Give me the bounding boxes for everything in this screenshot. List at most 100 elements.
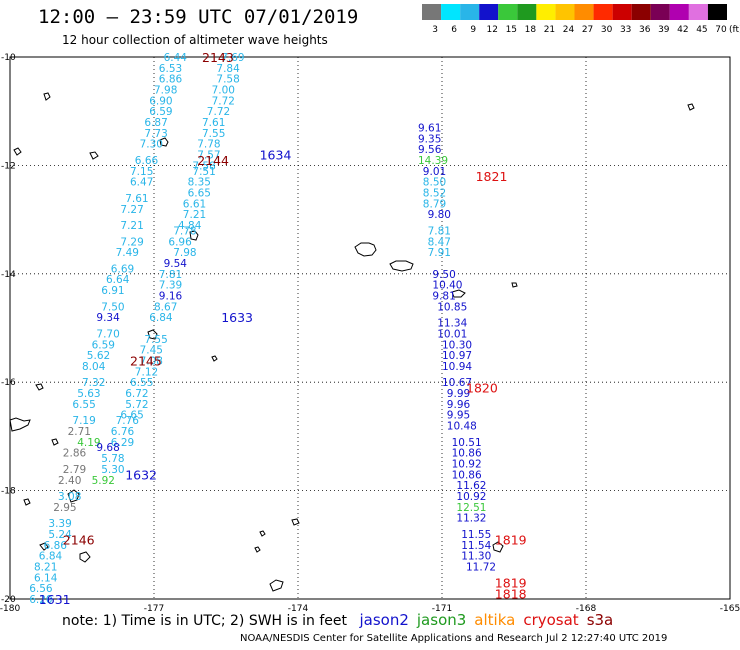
satellite-label: altika [474, 611, 516, 629]
pass-number-label: 1632 [125, 467, 157, 482]
wave-height-value: 7.78 [197, 139, 220, 151]
map-frame [9, 56, 731, 600]
lon-tick-label: -168 [576, 604, 597, 614]
wave-height-value: 6.20 [29, 594, 52, 606]
wave-height-value: 6.47 [130, 177, 153, 189]
wave-height-value: 7.19 [72, 415, 95, 427]
wave-height-value: 9.35 [418, 133, 441, 145]
island-outline [51, 438, 59, 446]
wave-height-value: 8.21 [34, 561, 57, 573]
wave-height-value: 6.55 [130, 377, 153, 389]
wave-height-value: 5.62 [87, 350, 110, 362]
island-outline [189, 230, 199, 241]
island-outline [43, 92, 51, 101]
wave-height-value: 8.35 [188, 177, 211, 189]
wave-height-value: 7.51 [192, 166, 215, 178]
wave-height-value: 8.67 [154, 301, 177, 313]
wave-height-observations: 6.44 7.69 6.53 7.84 6.86 7.58 7.98 7.00 6.90 7.72… [29, 52, 496, 606]
wave-height-value: 8.47 [428, 236, 451, 248]
legend-tick-label: 42 [677, 25, 688, 35]
wave-height-value: 7.55 [144, 334, 167, 346]
pass-number-label: 2145 [130, 354, 162, 369]
wave-height-value: 9.80 [428, 209, 451, 221]
wave-height-value: 7.30 [140, 139, 163, 151]
legend-unit: (ft) [729, 25, 740, 35]
legend-swatch [517, 4, 537, 20]
wave-height-value: 11.32 [456, 513, 486, 525]
pass-number-label: 1634 [260, 148, 292, 163]
lon-tick-label: -174 [288, 604, 309, 614]
island-outline [389, 260, 414, 272]
lat-lon-grid [10, 57, 730, 599]
wave-height-value: 6.64 [106, 274, 130, 286]
pass-number-label: 1819 [495, 532, 527, 547]
legend-swatch [612, 4, 632, 20]
lat-tick-label: -18 [1, 487, 16, 497]
pass-number-label: 2146 [63, 532, 95, 547]
wave-height-value: 11.55 [461, 529, 491, 541]
wave-height-value: 7.39 [159, 280, 182, 292]
wave-height-value: 6.56 [29, 583, 53, 595]
wave-height-value: 7.98 [173, 247, 196, 259]
legend-swatch [460, 4, 480, 20]
wave-height-value: 10.92 [456, 491, 486, 503]
wave-height-value: 10.48 [447, 421, 477, 433]
legend-swatch [555, 4, 575, 20]
wave-height-value: 7.58 [192, 160, 215, 172]
note-text: note: 1) Time is in UTC; 2) SWH is in fe… [62, 613, 348, 629]
page-title: 12:00 — 23:59 UTC 07/01/2019 [38, 6, 359, 28]
island-outline [39, 542, 49, 551]
wave-height-value: 9.68 [96, 442, 119, 454]
legend-swatch [669, 4, 689, 20]
pass-labels: 2143 2144 1634 1633 2145 1632 2146 1631 1821 1820… [39, 50, 527, 607]
wave-height-value: 7.57 [197, 150, 220, 162]
wave-height-value: 11.62 [456, 480, 486, 492]
wave-height-value: 6.59 [92, 339, 115, 351]
wave-height-value: 14.39 [418, 155, 448, 167]
wave-height-value: 6.59 [149, 106, 172, 118]
wave-height-value: 2.71 [68, 426, 91, 438]
wave-height-value: 7.45 [140, 345, 163, 357]
wave-height-value: 9.96 [447, 399, 471, 411]
wave-height-value: 10.86 [452, 448, 482, 460]
legend-swatch [707, 4, 727, 20]
satellite-label: s3a [586, 611, 614, 629]
wave-height-value: 3.08 [58, 491, 81, 503]
wave-height-value: 10.94 [442, 361, 472, 373]
wave-height-value: 5.24 [48, 529, 72, 541]
wave-height-value: 11.34 [437, 318, 467, 330]
legend-tick-label: 12 [487, 25, 498, 35]
wave-height-value: 6.96 [168, 236, 192, 248]
wave-height-value: 12.51 [456, 502, 486, 514]
legend-tick-label: 6 [451, 25, 457, 35]
legend-tick-label: 18 [525, 25, 537, 35]
island-outline [23, 498, 31, 506]
pass-number-label: 2144 [197, 153, 229, 168]
island-outline [67, 489, 80, 503]
wave-height-value: 7.08 [140, 356, 163, 368]
wave-height-value: 5.63 [77, 388, 100, 400]
wave-height-value: 7.69 [221, 52, 244, 64]
wave-height-value: 5.78 [101, 453, 124, 465]
wave-height-value: 6.90 [149, 95, 172, 107]
wave-height-value: 9.95 [447, 410, 470, 422]
wave-height-value: 7.12 [135, 366, 158, 378]
legend-swatch [574, 4, 594, 20]
wave-height-value: 6.69 [111, 263, 134, 275]
wave-height-value: 7.00 [212, 85, 235, 97]
wave-height-value: 10.97 [442, 350, 472, 362]
legend-swatch [498, 4, 518, 20]
wave-height-value: 9.81 [432, 290, 455, 302]
wave-height-value: 5.72 [125, 399, 148, 411]
wave-height-value: 7.72 [212, 95, 235, 107]
lon-tick-label: -180 [0, 604, 20, 614]
pass-number-label: 1631 [39, 592, 71, 607]
wave-height-value: 6.86 [159, 74, 183, 86]
wave-height-value: 4.19 [77, 437, 100, 449]
wave-height-value: 9.16 [159, 290, 183, 302]
wave-height-value: 6.66 [135, 155, 159, 167]
wave-height-value: 11.54 [461, 540, 491, 552]
wave-height-value: 11.30 [461, 551, 491, 563]
island-outline [147, 329, 158, 340]
